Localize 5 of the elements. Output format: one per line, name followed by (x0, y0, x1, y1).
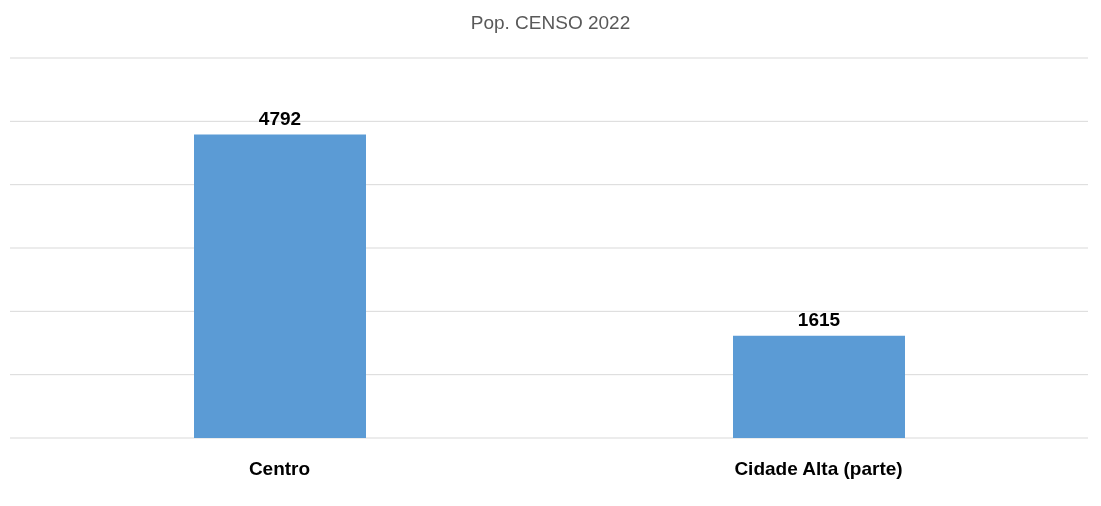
data-label: 4792 (258, 107, 302, 129)
chart-title: Pop. CENSO 2022 (469, 11, 632, 35)
x-tick-label: Centro (248, 458, 311, 480)
data-label: 1615 (797, 308, 841, 330)
x-tick-label: Cidade Alta (parte) (734, 458, 903, 480)
